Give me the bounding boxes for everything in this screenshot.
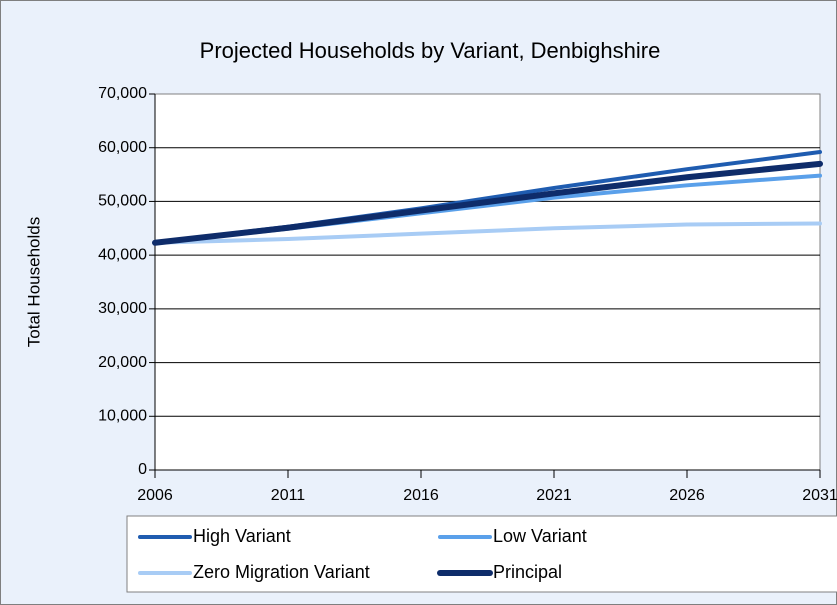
legend-label: High Variant — [193, 526, 291, 546]
chart-title: Projected Households by Variant, Denbigh… — [200, 38, 661, 63]
x-tick-label: 2006 — [137, 487, 173, 504]
y-tick-label: 70,000 — [98, 85, 147, 102]
series-line — [152, 160, 823, 246]
x-tick-label: 2016 — [403, 487, 439, 504]
x-tick-label: 2021 — [536, 487, 572, 504]
y-tick-label: 20,000 — [98, 354, 147, 371]
y-axis-label: Total Households — [24, 217, 43, 347]
x-tick-label: 2026 — [669, 487, 705, 504]
legend-label: Principal — [493, 562, 562, 582]
legend-label: Zero Migration Variant — [193, 562, 370, 582]
y-tick-label: 40,000 — [98, 246, 147, 263]
legend-label: Low Variant — [493, 526, 587, 546]
x-tick-label: 2011 — [271, 487, 306, 504]
y-tick-label: 30,000 — [98, 300, 147, 317]
legend-box — [126, 515, 837, 593]
y-tick-label: 0 — [138, 461, 147, 478]
y-tick-label: 10,000 — [98, 408, 147, 425]
y-tick-label: 50,000 — [98, 193, 147, 210]
series-line — [153, 221, 822, 245]
y-tick-label: 60,000 — [98, 139, 147, 156]
x-tick-label: 2031 — [802, 487, 837, 504]
plot-area — [154, 93, 821, 471]
